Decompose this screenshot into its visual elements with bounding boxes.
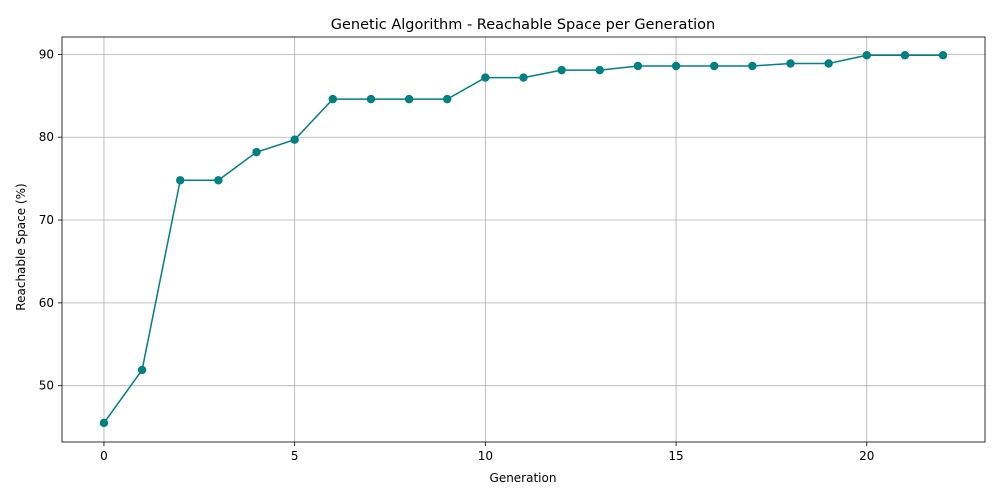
axis-ticks: 0 5 10 15 20 50 60 70 80 90 bbox=[39, 47, 875, 463]
x-tick-label: 20 bbox=[859, 449, 874, 463]
x-tick-label: 0 bbox=[100, 449, 108, 463]
x-tick-label: 15 bbox=[668, 449, 683, 463]
data-point bbox=[595, 65, 604, 75]
data-point bbox=[748, 61, 757, 71]
x-tick-label: 10 bbox=[478, 449, 493, 463]
data-point bbox=[786, 59, 795, 68]
data-point bbox=[176, 176, 185, 185]
y-tick-label: 70 bbox=[39, 213, 54, 227]
series-layer bbox=[99, 51, 948, 428]
data-point bbox=[557, 65, 566, 75]
data-point bbox=[519, 73, 528, 82]
grid-lines bbox=[62, 37, 985, 442]
data-point bbox=[900, 51, 910, 60]
y-tick-label: 90 bbox=[39, 47, 54, 61]
data-point bbox=[328, 94, 337, 104]
y-axis-label: Reachable Space (%) bbox=[14, 183, 28, 310]
data-point bbox=[443, 94, 452, 104]
y-tick-label: 50 bbox=[39, 379, 54, 393]
data-point bbox=[862, 51, 871, 60]
series-line bbox=[103, 54, 944, 424]
data-point bbox=[404, 94, 414, 104]
data-point bbox=[99, 418, 109, 428]
chart-title: Genetic Algorithm - Reachable Space per … bbox=[331, 17, 715, 33]
data-point bbox=[710, 61, 719, 71]
data-point bbox=[824, 59, 833, 68]
data-point bbox=[938, 51, 948, 60]
data-point bbox=[214, 176, 223, 185]
x-axis-label: Generation bbox=[490, 471, 557, 485]
data-point bbox=[481, 73, 490, 82]
plot-area-frame bbox=[61, 36, 986, 443]
data-point bbox=[633, 61, 643, 71]
x-tick-label: 5 bbox=[291, 449, 299, 463]
data-point bbox=[290, 135, 299, 144]
y-tick-label: 60 bbox=[39, 296, 54, 310]
data-point bbox=[366, 94, 376, 104]
data-point bbox=[671, 61, 681, 71]
y-tick-label: 80 bbox=[39, 130, 54, 144]
data-point bbox=[252, 147, 261, 157]
data-point bbox=[137, 365, 147, 375]
